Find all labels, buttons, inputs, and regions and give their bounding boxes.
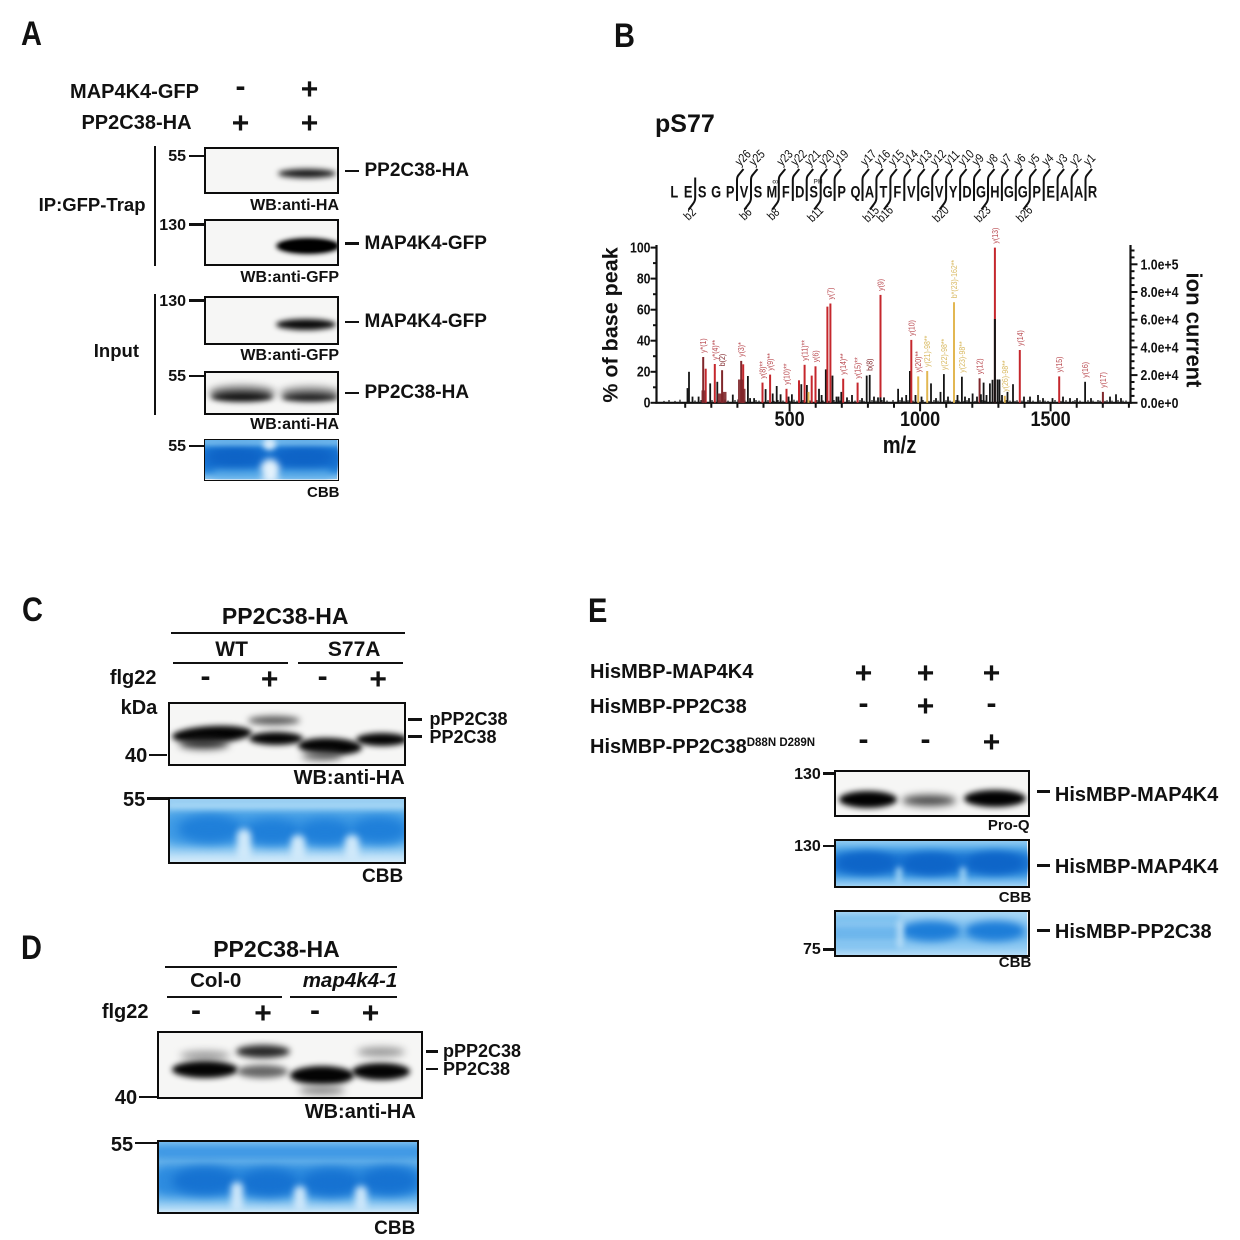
svg-text:y*(1): y*(1) xyxy=(699,338,709,353)
svg-text:V: V xyxy=(907,184,916,202)
svg-text:ox: ox xyxy=(772,179,780,186)
svg-text:100: 100 xyxy=(630,239,651,255)
svg-text:% of base peak: % of base peak xyxy=(600,247,623,402)
svg-text:ion current: ion current xyxy=(1182,273,1207,389)
svg-text:y(9): y(9) xyxy=(876,279,886,291)
svg-text:V: V xyxy=(935,184,944,202)
svg-text:D: D xyxy=(795,184,805,202)
svg-text:40: 40 xyxy=(637,332,651,348)
svg-text:b20: b20 xyxy=(931,204,952,225)
svg-text:A: A xyxy=(865,184,875,202)
svg-text:y(3)*: y(3)* xyxy=(737,342,747,357)
svg-text:y(7): y(7) xyxy=(826,287,836,299)
svg-text:y(26)-98**: y(26)-98** xyxy=(1000,360,1010,391)
svg-text:P: P xyxy=(1032,184,1041,202)
svg-text:Q: Q xyxy=(850,184,860,202)
svg-text:b6: b6 xyxy=(738,206,755,223)
svg-text:y1: y1 xyxy=(1082,152,1099,169)
svg-text:y(12): y(12) xyxy=(975,358,985,374)
svg-text:6.0e+4: 6.0e+4 xyxy=(1141,312,1179,328)
svg-text:G: G xyxy=(711,184,721,202)
svg-text:y(10): y(10) xyxy=(907,320,917,336)
svg-text:P: P xyxy=(837,184,846,202)
svg-text:b26: b26 xyxy=(1014,204,1035,225)
svg-text:y(15): y(15) xyxy=(1055,356,1065,372)
svg-text:y(6): y(6) xyxy=(811,350,821,362)
svg-text:y(16): y(16) xyxy=(1080,362,1090,378)
svg-text:1.0e+5: 1.0e+5 xyxy=(1141,256,1179,272)
svg-text:y25: y25 xyxy=(747,148,768,169)
svg-text:500: 500 xyxy=(775,408,805,432)
svg-text:P: P xyxy=(726,184,735,202)
svg-text:G: G xyxy=(920,184,930,202)
svg-text:0.0e+0: 0.0e+0 xyxy=(1141,395,1179,411)
svg-text:60: 60 xyxy=(637,301,651,317)
svg-text:y(13): y(13) xyxy=(990,227,1000,243)
svg-text:1000: 1000 xyxy=(900,408,940,432)
svg-text:PH: PH xyxy=(813,179,822,186)
svg-text:y(20)**: y(20)** xyxy=(914,351,924,372)
svg-text:80: 80 xyxy=(637,270,651,286)
svg-text:E: E xyxy=(1046,184,1055,202)
svg-text:V: V xyxy=(740,184,749,202)
svg-text:y(21)-98**: y(21)-98** xyxy=(923,336,933,367)
svg-text:H: H xyxy=(990,184,999,202)
svg-text:M: M xyxy=(767,184,778,202)
svg-text:2.0e+4: 2.0e+4 xyxy=(1141,367,1179,383)
svg-text:L: L xyxy=(670,184,678,202)
svg-text:b8: b8 xyxy=(765,206,782,223)
svg-text:G: G xyxy=(976,184,986,202)
svg-text:A: A xyxy=(1074,184,1084,202)
svg-text:S: S xyxy=(809,184,818,202)
svg-text:D: D xyxy=(962,184,972,202)
svg-text:T: T xyxy=(879,184,887,202)
svg-text:S: S xyxy=(698,184,707,202)
svg-text:y(8)**: y(8)** xyxy=(758,361,768,378)
svg-text:y(14): y(14) xyxy=(1015,330,1025,346)
svg-text:G: G xyxy=(1004,184,1014,202)
svg-text:Y: Y xyxy=(949,184,958,202)
svg-text:b23: b23 xyxy=(972,204,993,225)
svg-text:b11: b11 xyxy=(805,204,826,225)
svg-text:0: 0 xyxy=(644,394,651,410)
svg-text:1500: 1500 xyxy=(1031,408,1071,432)
svg-text:G: G xyxy=(1018,184,1028,202)
svg-text:b2: b2 xyxy=(682,206,699,223)
svg-text:y*(4)**: y*(4)** xyxy=(710,340,720,360)
svg-text:y(22)-98**: y(22)-98** xyxy=(939,339,949,370)
svg-text:b*(23)-162**: b*(23)-162** xyxy=(949,260,959,298)
svg-text:y(9)**: y(9)** xyxy=(765,353,775,370)
svg-text:G: G xyxy=(823,184,833,202)
svg-text:y(14)**: y(14)** xyxy=(839,353,849,374)
svg-text:S: S xyxy=(754,184,763,202)
svg-text:y(11)**: y(11)** xyxy=(800,340,810,361)
svg-text:y(10)**: y(10)** xyxy=(782,364,792,385)
svg-text:8.0e+4: 8.0e+4 xyxy=(1141,284,1179,300)
svg-text:E: E xyxy=(684,184,693,202)
svg-text:R: R xyxy=(1088,184,1098,202)
svg-text:F: F xyxy=(782,184,790,202)
svg-text:b16: b16 xyxy=(875,204,896,225)
svg-text:y(23)-98**: y(23)-98** xyxy=(957,341,967,372)
svg-text:y(17): y(17) xyxy=(1098,372,1108,388)
svg-text:b(8): b(8) xyxy=(865,358,875,371)
svg-text:4.0e+4: 4.0e+4 xyxy=(1141,339,1179,355)
svg-text:b(2): b(2) xyxy=(717,353,727,366)
svg-text:F: F xyxy=(893,184,901,202)
svg-text:m/z: m/z xyxy=(883,431,917,458)
svg-text:y19: y19 xyxy=(831,148,852,169)
svg-text:A: A xyxy=(1060,184,1070,202)
svg-text:20: 20 xyxy=(637,363,651,379)
svg-text:y(15)**: y(15)** xyxy=(853,357,863,378)
